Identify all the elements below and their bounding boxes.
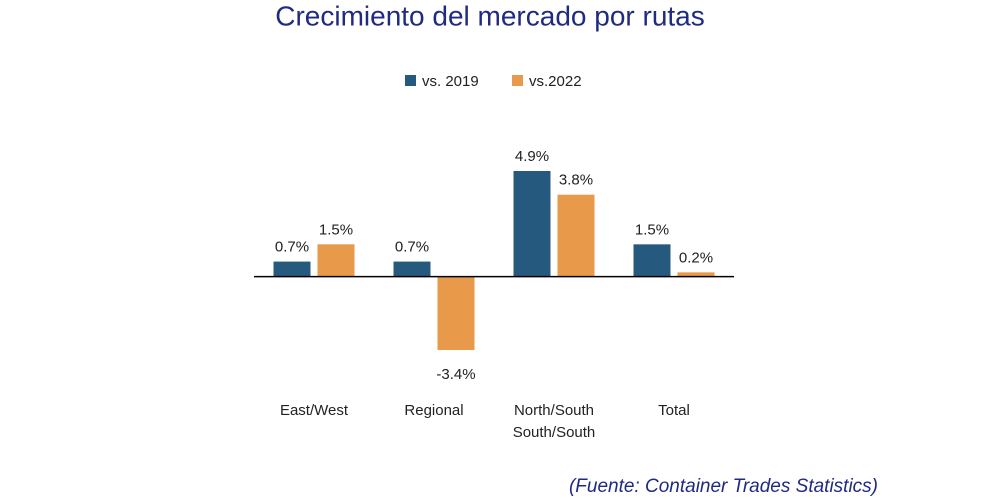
bar bbox=[513, 171, 551, 277]
x-tick-label: Regional bbox=[404, 402, 464, 419]
value-label: 1.5% bbox=[319, 221, 353, 238]
bar bbox=[633, 244, 671, 277]
value-label: 4.9% bbox=[515, 148, 549, 165]
value-label: 3.8% bbox=[559, 172, 593, 189]
legend-label: vs. 2019 bbox=[422, 73, 479, 90]
value-label: 1.5% bbox=[635, 221, 669, 238]
x-tick-label: East/West bbox=[279, 402, 349, 419]
x-tick-label: North/South South/South bbox=[512, 402, 596, 441]
bar bbox=[677, 272, 715, 277]
legend-label: vs.2022 bbox=[529, 73, 582, 90]
legend-swatch bbox=[512, 75, 523, 86]
bar bbox=[273, 261, 311, 277]
value-label: 0.7% bbox=[275, 239, 309, 256]
x-tick-label: Total bbox=[658, 402, 690, 419]
bar bbox=[437, 276, 475, 350]
legend-swatch bbox=[405, 75, 416, 86]
value-label: 0.7% bbox=[395, 239, 429, 256]
bar bbox=[393, 261, 431, 277]
chart-title: Crecimiento del mercado por rutas bbox=[275, 0, 705, 31]
source-note: (Fuente: Container Trades Statistics) bbox=[569, 476, 878, 497]
value-label: -3.4% bbox=[436, 366, 475, 383]
value-label: 0.2% bbox=[679, 249, 713, 266]
bar bbox=[317, 244, 355, 277]
bar bbox=[557, 194, 595, 277]
